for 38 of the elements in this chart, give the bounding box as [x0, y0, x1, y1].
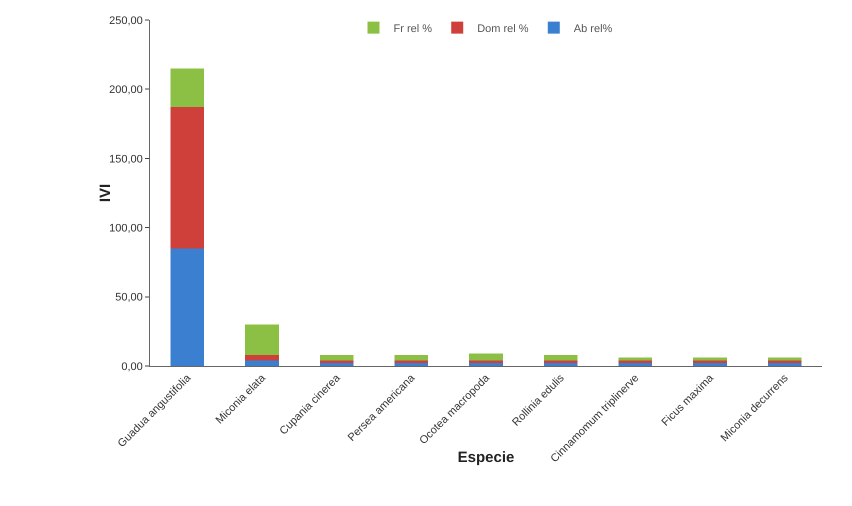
bar	[768, 363, 802, 366]
bar	[768, 360, 802, 364]
bar	[170, 68, 204, 108]
bar	[170, 107, 204, 248]
bar	[544, 363, 578, 366]
bar	[245, 354, 279, 360]
bar	[693, 360, 727, 364]
bar	[245, 360, 279, 366]
legend-label: Fr rel %	[394, 22, 432, 35]
y-tick-label: 100,00	[109, 222, 143, 234]
bar	[394, 363, 428, 366]
y-tick-label: 50,00	[115, 292, 143, 304]
bar	[618, 363, 652, 366]
y-tick-label: 200,00	[109, 84, 143, 96]
bar	[768, 358, 802, 360]
bar	[544, 354, 578, 360]
bar	[320, 363, 354, 366]
y-tick-label: 0,00	[121, 360, 143, 373]
bar	[693, 358, 727, 360]
x-axis-title: Especie	[458, 448, 514, 466]
bar	[544, 360, 578, 364]
bar	[469, 354, 503, 360]
bar	[320, 354, 354, 360]
legend-label: Ab rel%	[574, 22, 613, 35]
bar	[394, 360, 428, 364]
bar	[170, 248, 204, 366]
bar	[469, 363, 503, 366]
y-tick-label: 250,00	[109, 14, 143, 27]
y-tick-label: 150,00	[109, 153, 143, 166]
legend-label: Dom rel %	[477, 22, 529, 35]
bar	[693, 363, 727, 366]
bar	[618, 358, 652, 360]
bar	[245, 324, 279, 355]
bar	[618, 360, 652, 364]
bar	[394, 354, 428, 360]
bar	[469, 360, 503, 364]
bar	[320, 360, 354, 364]
y-axis-title: IVI	[97, 184, 114, 202]
